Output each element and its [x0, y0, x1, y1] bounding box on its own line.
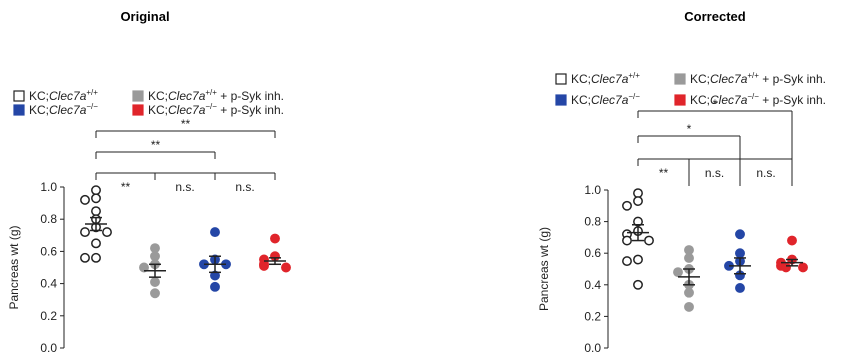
data-point — [91, 252, 101, 263]
significance-label: ** — [659, 166, 669, 180]
data-point — [91, 193, 101, 204]
data-point — [91, 206, 101, 217]
y-tick-label: 0.8 — [584, 215, 601, 229]
legend-swatch — [132, 104, 144, 116]
legend-label: KC;Clec7a−/− + p-Syk inh. — [148, 102, 284, 117]
data-point — [91, 185, 101, 196]
legend-swatch — [674, 94, 686, 106]
data-point — [673, 267, 683, 278]
data-point — [633, 279, 643, 290]
panel-title: Original — [120, 9, 169, 24]
significance-label: ** — [181, 117, 191, 131]
legend: KC;Clec7a+/+ KC;Clec7a+/+ + p-Syk inh.KC;… — [13, 88, 284, 117]
y-tick-label: 0.8 — [40, 212, 57, 226]
data-point — [139, 262, 149, 273]
data-point — [798, 262, 808, 273]
legend-swatch — [555, 73, 567, 85]
data-point — [270, 233, 280, 244]
y-tick-label: 0.6 — [40, 244, 57, 258]
data-point — [150, 277, 160, 287]
data-point — [80, 227, 90, 238]
legend-label: KC;Clec7a+/+ + p-Syk inh. — [690, 71, 826, 86]
data-point — [622, 256, 632, 267]
scatter-plot: 0.0 0.2 0.4 0.6 0.8 1.0 Pancreas wt (g) — [7, 180, 291, 353]
data-point — [633, 254, 643, 265]
data-point — [622, 200, 632, 211]
data-point — [684, 287, 694, 298]
y-tick-label: 1.0 — [584, 183, 601, 197]
data-point — [735, 283, 745, 293]
data-point — [644, 235, 654, 246]
legend-label: KC;Clec7a+/+ + p-Syk inh. — [148, 88, 284, 103]
data-point — [684, 301, 694, 312]
y-tick-label: 0.6 — [584, 246, 601, 260]
data-point — [150, 251, 160, 262]
data-point — [80, 194, 90, 205]
y-tick-label: 0.0 — [584, 341, 601, 353]
legend-swatch — [674, 73, 686, 85]
legend-swatch — [132, 90, 144, 102]
data-point — [150, 288, 160, 299]
data-point — [150, 243, 160, 254]
panel-original: Original KC;Clec7a+/+ KC;Clec7a+/+ + p-Sy… — [7, 9, 291, 353]
legend-label: KC;Clec7a−/− + p-Syk inh. — [690, 92, 826, 107]
legend-label: KC;Clec7a−/− — [29, 102, 98, 117]
scatter-plot: 0.0 0.2 0.4 0.6 0.8 1.0 Pancreas wt (g) — [537, 183, 808, 353]
y-axis-title: Pancreas wt (g) — [7, 225, 21, 309]
panel-title: Corrected — [684, 9, 745, 24]
significance-label: n.s. — [756, 166, 775, 180]
panel-corrected: Corrected KC;Clec7a+/+ KC;Clec7a+/+ + p-S… — [537, 9, 826, 353]
data-point — [622, 235, 632, 246]
y-tick-label: 1.0 — [40, 180, 57, 194]
legend: KC;Clec7a+/+ KC;Clec7a+/+ + p-Syk inh. KC;… — [555, 71, 826, 107]
data-point — [80, 252, 90, 263]
data-point — [281, 262, 291, 273]
legend-swatch — [13, 90, 25, 102]
data-point — [633, 196, 643, 207]
legend-swatch — [13, 104, 25, 116]
y-tick-label: 0.4 — [40, 277, 57, 291]
legend-swatch — [555, 94, 567, 106]
data-point — [735, 248, 745, 259]
legend-label: KC;Clec7a+/+ — [571, 71, 640, 86]
data-point — [259, 260, 269, 271]
data-point — [684, 252, 694, 263]
data-point — [210, 227, 220, 238]
data-point — [735, 229, 745, 240]
y-tick-label: 0.0 — [40, 341, 57, 353]
data-point — [210, 281, 220, 292]
legend-label: KC;Clec7a+/+ — [29, 88, 98, 103]
significance-label: ** — [121, 180, 131, 194]
data-point — [102, 227, 112, 238]
significance-label: ** — [151, 138, 161, 152]
data-point — [684, 245, 694, 255]
y-tick-label: 0.2 — [584, 309, 601, 323]
legend-label: KC;Clec7a−/− — [571, 92, 640, 107]
significance-label: n.s. — [175, 180, 194, 194]
y-axis-title: Pancreas wt (g) — [537, 227, 551, 311]
y-tick-label: 0.4 — [584, 278, 601, 292]
data-point — [787, 235, 797, 246]
significance-brackets: ** ** ** n.s. n.s. — [95, 117, 276, 194]
significance-brackets: **** n.s. n.s. — [637, 97, 793, 186]
significance-label: n.s. — [705, 166, 724, 180]
data-point — [633, 188, 643, 199]
y-tick-label: 0.2 — [40, 309, 57, 323]
significance-label: n.s. — [235, 180, 254, 194]
data-point — [781, 262, 791, 273]
significance-label: * — [687, 122, 692, 136]
data-point — [91, 238, 101, 249]
significance-label: * — [713, 97, 718, 111]
